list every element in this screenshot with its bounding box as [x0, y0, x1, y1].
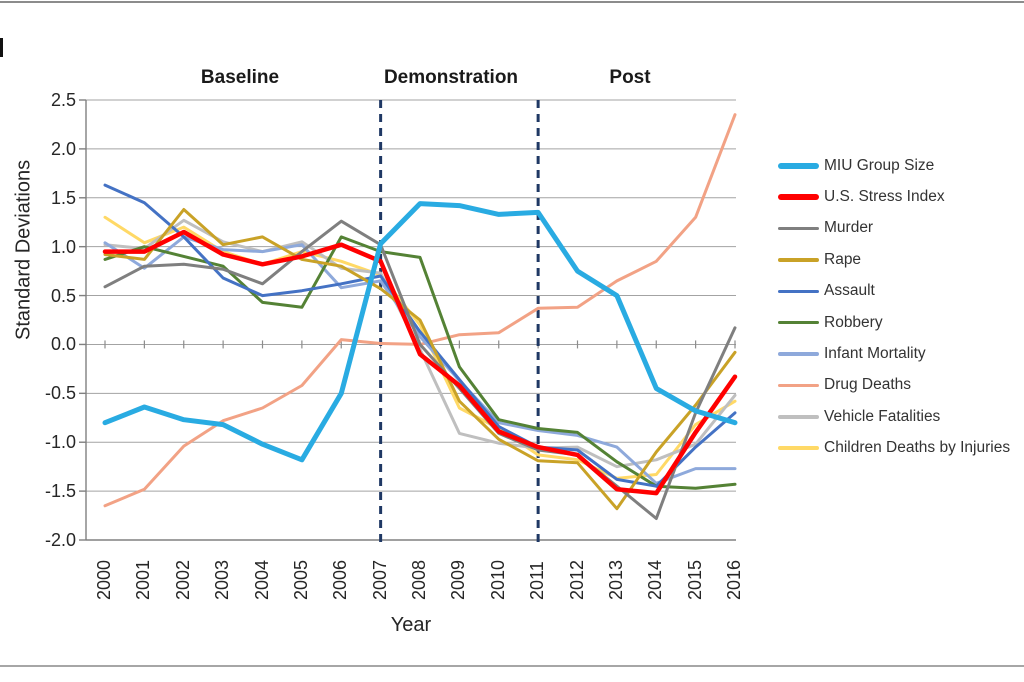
x-tick-label: 2013 [605, 559, 626, 600]
legend-label: MIU Group Size [824, 156, 935, 174]
x-tick-label: 2004 [251, 559, 272, 600]
legend-label: Vehicle Fatalities [824, 407, 941, 425]
y-axis-title: Standard Deviations [12, 159, 35, 340]
legend-item: Robbery [778, 307, 1010, 338]
x-tick-label: 2015 [684, 559, 705, 600]
x-tick-label: 2010 [487, 559, 508, 600]
legend-swatch [778, 352, 819, 356]
x-tick-label: 2011 [527, 561, 548, 600]
y-tick-label: -2.0 [44, 530, 76, 550]
legend-label: Drug Deaths [824, 376, 912, 394]
legend-swatch [778, 258, 819, 262]
legend: MIU Group Size U.S. Stress Index Murder Rap… [778, 150, 1010, 464]
legend-label: Murder [824, 219, 874, 237]
series-line-murder [103, 219, 737, 520]
y-tick-label: 2.0 [50, 138, 76, 159]
legend-item: Infant Mortality [778, 338, 1010, 369]
legend-label: U.S. Stress Index [824, 188, 945, 206]
legend-item: Drug Deaths [778, 370, 1010, 401]
legend-swatch [778, 162, 819, 169]
y-tick-label: -0.5 [44, 383, 76, 404]
x-tick-label: 2006 [330, 559, 351, 600]
legend-swatch [778, 194, 819, 201]
series-line-infant-mortality [103, 235, 737, 485]
y-tick-label: 2.5 [50, 90, 76, 110]
legend-label: Assault [824, 282, 875, 300]
x-axis-title: Year [390, 614, 432, 636]
legend-label: Infant Mortality [824, 345, 926, 363]
x-tick-label: 2003 [212, 559, 233, 600]
x-tick-label: 2002 [172, 559, 193, 600]
legend-swatch [778, 446, 819, 450]
legend-swatch [778, 226, 819, 231]
x-tick-label: 2009 [448, 559, 469, 600]
x-tick-label: 2014 [645, 559, 666, 600]
legend-item: Murder [778, 213, 1010, 244]
legend-swatch [778, 383, 819, 388]
x-tick-label: 2012 [566, 559, 587, 600]
y-tick-label: 0.5 [50, 285, 76, 306]
x-tick-label: 2000 [94, 559, 114, 600]
x-tick-label: 2007 [369, 559, 390, 600]
x-tick-label: 2005 [290, 559, 311, 600]
legend-item: Assault [778, 276, 1010, 307]
legend-swatch [778, 415, 819, 419]
y-tick-label: 0.0 [50, 334, 76, 355]
x-tick-label: 2008 [409, 559, 429, 600]
page-left-mark [0, 38, 3, 57]
y-tick-label: 1.5 [50, 187, 76, 208]
x-tick-label: 2016 [724, 559, 744, 600]
phase-label-post: Post [609, 67, 651, 88]
x-tick-label: 2001 [133, 559, 154, 600]
legend-swatch [778, 289, 819, 293]
legend-item: Rape [778, 244, 1010, 275]
legend-label: Children Deaths by Injuries [824, 439, 1011, 457]
legend-item: MIU Group Size [778, 150, 1010, 181]
legend-swatch [778, 320, 819, 325]
phase-label-demonstration: Demonstration [383, 67, 519, 88]
y-tick-label: -1.0 [44, 432, 76, 453]
series-line-children-deaths-by-injuries [103, 215, 737, 480]
legend-label: Robbery [824, 313, 883, 331]
legend-item: U.S. Stress Index [778, 181, 1010, 212]
legend-label: Rape [824, 250, 862, 268]
series-line-u-s-stress-index [102, 229, 738, 496]
page-top-border [0, 1, 1024, 3]
page-bottom-border [0, 665, 1024, 667]
series-line-robbery [103, 235, 737, 490]
series-line-drug-deaths [103, 113, 737, 508]
phase-label-baseline: Baseline [200, 67, 280, 88]
series-line-miu-group-size [102, 201, 738, 463]
legend-item: Vehicle Fatalities [778, 401, 1010, 432]
y-tick-label: 1.0 [50, 236, 76, 257]
series-line-assault [103, 183, 737, 488]
legend-item: Children Deaths by Injuries [778, 433, 1010, 464]
y-tick-label: -1.5 [44, 481, 76, 502]
plot-area [79, 99, 738, 548]
